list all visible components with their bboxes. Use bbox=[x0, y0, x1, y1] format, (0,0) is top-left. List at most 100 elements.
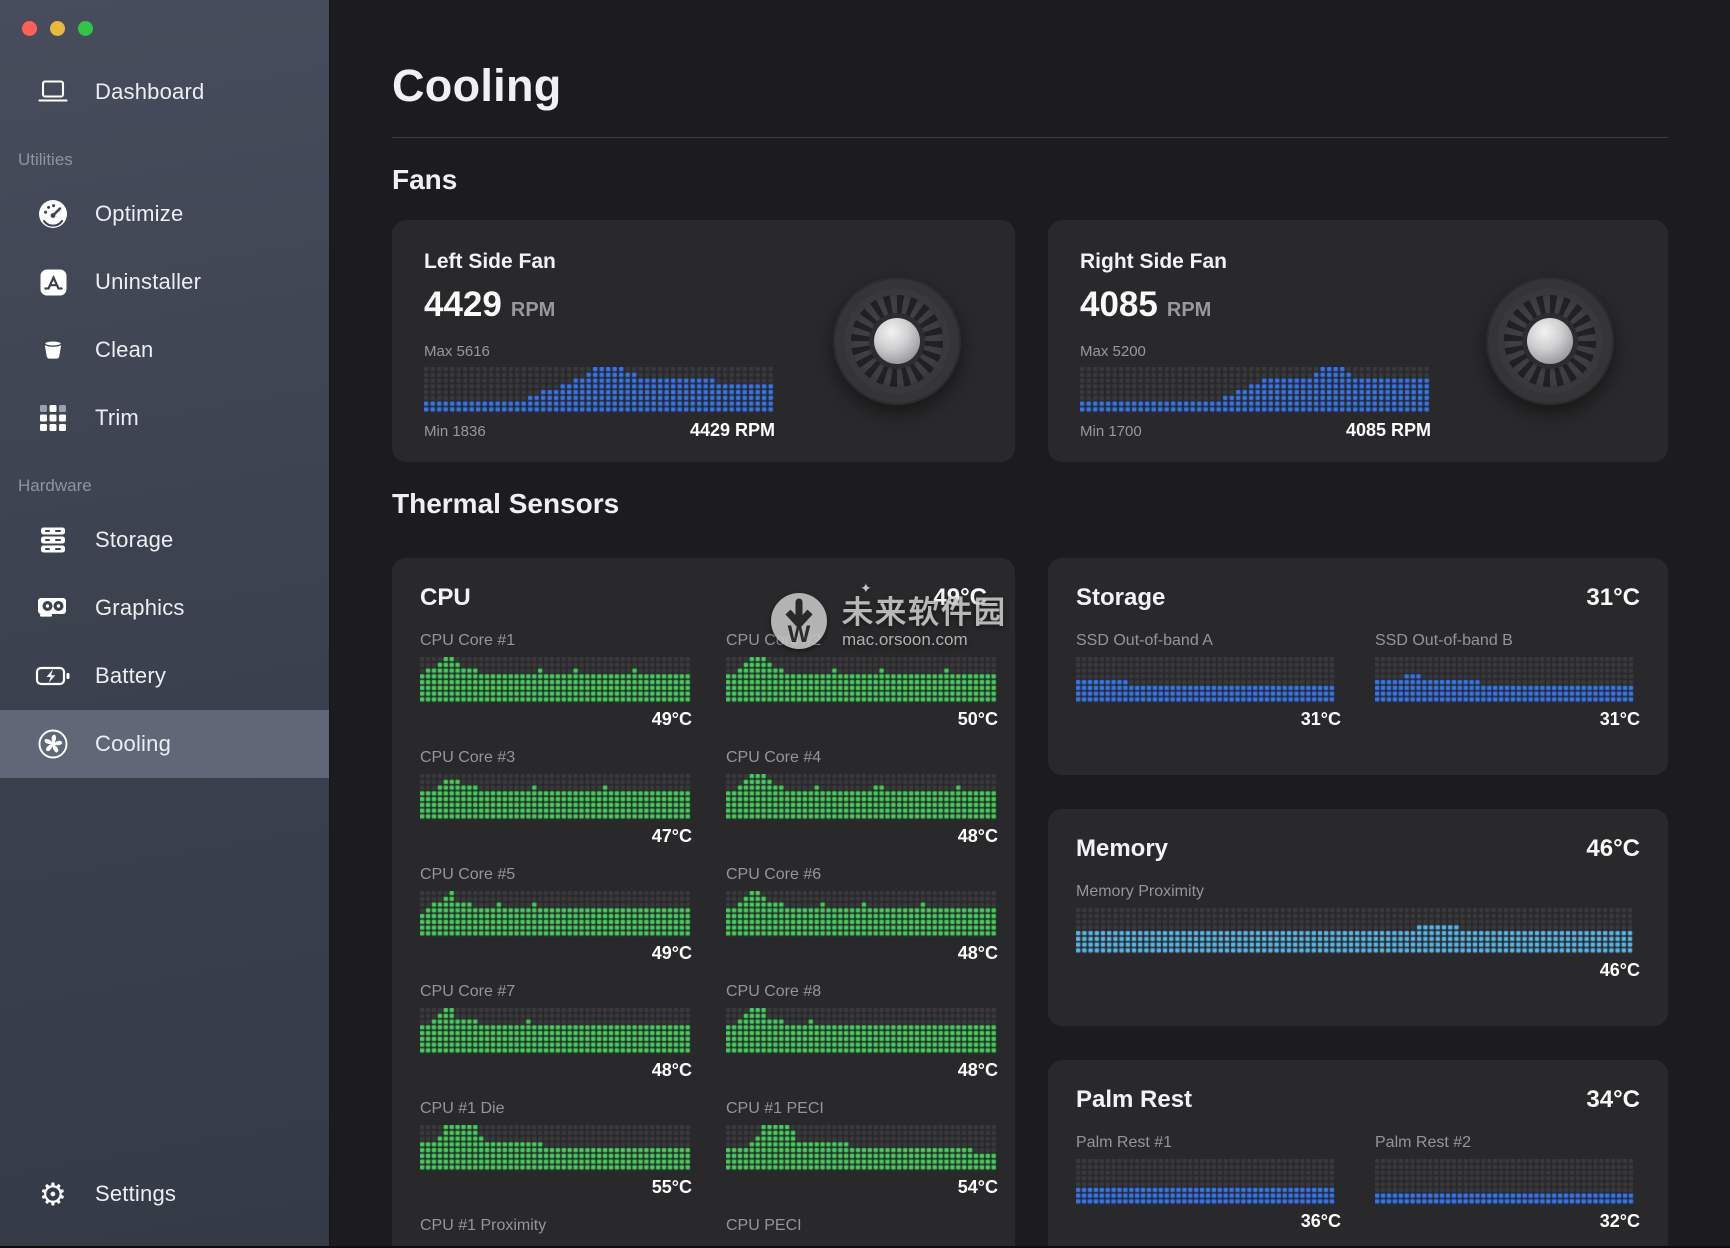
sensor-value: 47°C bbox=[420, 826, 692, 847]
sidebar-item-optimize[interactable]: Optimize bbox=[0, 180, 329, 248]
sensor-label: SSD Out-of-band B bbox=[1375, 632, 1640, 650]
sensor-history-chart bbox=[726, 1008, 998, 1054]
palm-rest-sensor-grid: Palm Rest #136°CPalm Rest #232°C bbox=[1076, 1134, 1640, 1246]
app-window: Dashboard Utilities Optimize Uninstaller bbox=[0, 0, 1730, 1248]
appstore-icon bbox=[32, 267, 74, 298]
sensor-label: CPU Core #5 bbox=[420, 866, 692, 884]
sensor-label: CPU Core #8 bbox=[726, 983, 998, 1001]
sidebar-item-label: Graphics bbox=[95, 595, 185, 621]
fan-chart-footer: Min 1836 4429 RPM bbox=[424, 420, 775, 441]
sidebar-item-clean[interactable]: Clean bbox=[0, 316, 329, 384]
sensor-value: 50°C bbox=[726, 709, 998, 730]
sidebar-item-label: Optimize bbox=[95, 201, 183, 227]
sensor-value: 31°C bbox=[1076, 709, 1341, 730]
sidebar-item-storage[interactable]: Storage bbox=[0, 506, 329, 574]
sidebar-item-label: Clean bbox=[95, 337, 153, 363]
sidebar-item-battery[interactable]: Battery bbox=[0, 642, 329, 710]
sensor-cpu-core-3: CPU Core #347°C bbox=[420, 749, 692, 847]
sensor-value: 36°C bbox=[1076, 1211, 1341, 1232]
fans-row: Left Side Fan 4429 RPM Max 5616 Min 1836… bbox=[392, 220, 1668, 462]
sidebar-item-uninstaller[interactable]: Uninstaller bbox=[0, 248, 329, 316]
cpu-sensor-grid: CPU Core #149°CCPU Core #250°CCPU Core #… bbox=[420, 632, 987, 1246]
fan-current-label: 4085 RPM bbox=[1346, 420, 1431, 441]
laptop-icon bbox=[32, 79, 74, 105]
battery-icon bbox=[32, 665, 74, 687]
sensor-history-chart bbox=[1076, 908, 1634, 954]
sidebar-item-label: Uninstaller bbox=[95, 269, 201, 295]
sidebar-footer: ⚙ Settings bbox=[0, 1160, 329, 1228]
sensor-value: 46°C bbox=[1076, 960, 1640, 981]
sidebar-nav: Dashboard Utilities Optimize Uninstaller bbox=[0, 58, 329, 778]
cpu-card: CPU 49°C CPU Core #149°CCPU Core #250°CC… bbox=[392, 558, 1015, 1246]
cpu-card-header: CPU 49°C bbox=[420, 584, 987, 612]
sidebar-item-label: Storage bbox=[95, 527, 173, 553]
sidebar-item-graphics[interactable]: Graphics bbox=[0, 574, 329, 642]
sidebar-item-label: Cooling bbox=[95, 731, 171, 757]
sidebar: Dashboard Utilities Optimize Uninstaller bbox=[0, 0, 330, 1246]
fans-section-heading: Fans bbox=[392, 164, 1668, 196]
memory-card-header: Memory 46°C bbox=[1076, 835, 1640, 863]
window-controls bbox=[0, 0, 329, 36]
sensor-label: CPU #1 Die bbox=[420, 1100, 692, 1118]
sidebar-section-hardware: Hardware bbox=[18, 476, 329, 496]
sensor-label: CPU Core #6 bbox=[726, 866, 998, 884]
sensor-value: 55°C bbox=[420, 1177, 692, 1198]
sensor-label: CPU #1 PECI bbox=[726, 1100, 998, 1118]
fan-history-chart bbox=[1080, 367, 1431, 413]
server-icon bbox=[32, 525, 74, 555]
sensor-value: 31°C bbox=[1375, 709, 1640, 730]
sensor-label: Memory Proximity bbox=[1076, 883, 1640, 901]
palm-rest-card-header: Palm Rest 34°C bbox=[1076, 1086, 1640, 1114]
sidebar-item-label: Trim bbox=[95, 405, 139, 431]
sensor-label: Palm Rest #1 bbox=[1076, 1134, 1341, 1152]
sensor-ssd-out-of-band-a: SSD Out-of-band A 31°C bbox=[1076, 632, 1341, 730]
sensor-cpu-core-1: CPU Core #149°C bbox=[420, 632, 692, 730]
sidebar-item-label: Dashboard bbox=[95, 79, 204, 105]
sidebar-item-cooling[interactable]: Cooling bbox=[0, 710, 329, 778]
fan-history-chart bbox=[424, 367, 775, 413]
sensor-value: 48°C bbox=[726, 943, 998, 964]
sensor-cpu-peci: CPU PECI bbox=[726, 1217, 998, 1242]
sensor-cpu-core-2: CPU Core #2 50°C bbox=[726, 632, 998, 730]
thermal-right-column: Storage 31°C SSD Out-of-band A31°CSSD Ou… bbox=[1048, 558, 1668, 1246]
fan-chart-footer: Min 1700 4085 RPM bbox=[1080, 420, 1431, 441]
sensor-label: CPU Core #2 bbox=[726, 632, 998, 650]
sensor-label: CPU Core #4 bbox=[726, 749, 998, 767]
memory-card-title: Memory bbox=[1076, 835, 1168, 863]
sidebar-item-settings[interactable]: ⚙ Settings bbox=[0, 1160, 329, 1228]
sensor-history-chart bbox=[1076, 657, 1336, 703]
fan-min-label: Min 1836 bbox=[424, 423, 486, 440]
sensor-history-chart bbox=[420, 774, 692, 820]
sensor-history-chart bbox=[726, 891, 998, 937]
storage-card-value: 31°C bbox=[1586, 584, 1640, 612]
memory-card: Memory 46°C Memory Proximity 46°C bbox=[1048, 809, 1668, 1026]
sidebar-item-trim[interactable]: Trim bbox=[0, 384, 329, 452]
sidebar-item-label: Settings bbox=[95, 1181, 176, 1207]
gear-icon: ⚙ bbox=[32, 1179, 74, 1210]
close-button-icon[interactable] bbox=[22, 21, 37, 36]
minimize-button-icon[interactable] bbox=[50, 21, 65, 36]
thermal-section-heading: Thermal Sensors bbox=[392, 488, 1668, 520]
sidebar-item-label: Battery bbox=[95, 663, 166, 689]
sensor-cpu-core-4: CPU Core #448°C bbox=[726, 749, 998, 847]
sidebar-item-dashboard[interactable]: Dashboard bbox=[0, 58, 329, 126]
gauge-icon bbox=[32, 198, 74, 230]
sensor-label: CPU #1 Proximity bbox=[420, 1217, 692, 1235]
zoom-button-icon[interactable] bbox=[78, 21, 93, 36]
sensor-history-chart bbox=[726, 657, 998, 703]
fan-rpm-value: 4429 bbox=[424, 285, 502, 325]
fan-title: Left Side Fan bbox=[424, 250, 983, 274]
sensor-memory-proximity: Memory Proximity 46°C bbox=[1076, 883, 1640, 981]
sensor-history-chart bbox=[420, 1125, 692, 1171]
sensor-history-chart bbox=[726, 774, 998, 820]
fan-turbine-image bbox=[833, 277, 961, 405]
sensor-history-chart bbox=[726, 1125, 998, 1171]
sensor-value: 49°C bbox=[420, 943, 692, 964]
sensor-ssd-out-of-band-b: SSD Out-of-band B 31°C bbox=[1375, 632, 1640, 730]
fan-rpm-unit: RPM bbox=[511, 299, 555, 322]
sidebar-section-utilities: Utilities bbox=[18, 150, 329, 170]
sensor-label: SSD Out-of-band A bbox=[1076, 632, 1341, 650]
main-content: Cooling Fans Left Side Fan 4429 RPM Max … bbox=[330, 0, 1730, 1246]
palm-rest-card-value: 34°C bbox=[1586, 1086, 1640, 1114]
sensor-cpu-core-6: CPU Core #6 48°C bbox=[726, 866, 998, 964]
